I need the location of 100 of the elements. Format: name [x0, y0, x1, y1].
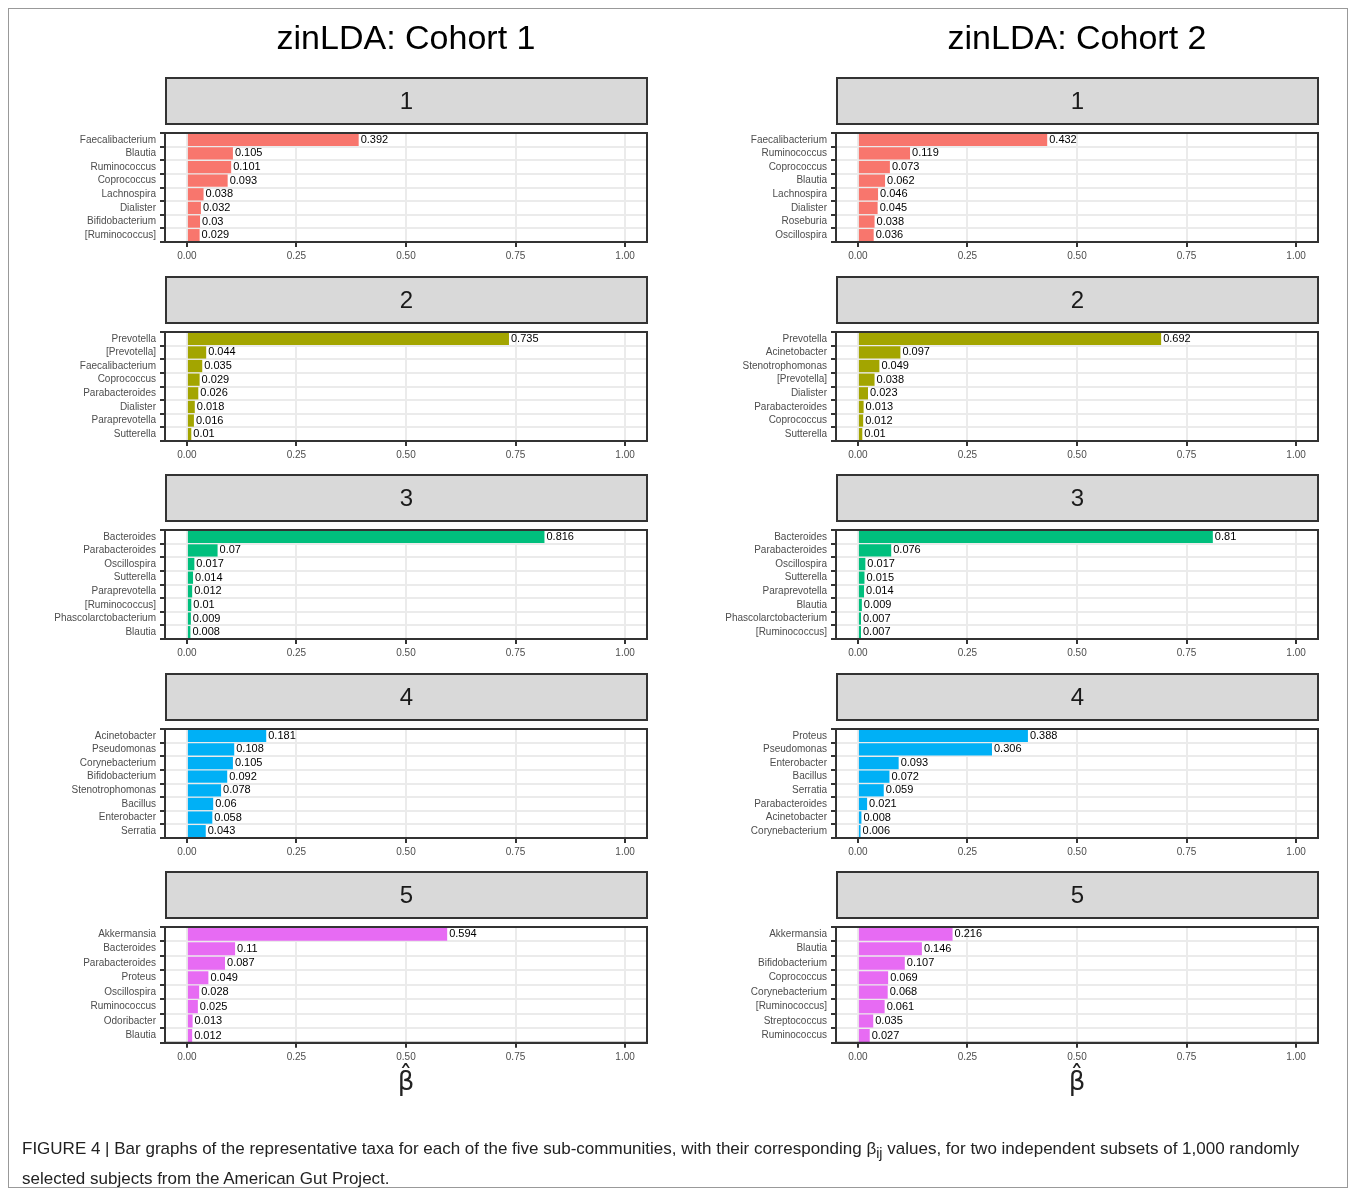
data-label: 0.043: [207, 823, 236, 836]
y-tick-label: Serratia: [120, 824, 157, 836]
y-tick-label: Acinetobacter: [765, 810, 828, 822]
y-tick-label: Akkermansia: [98, 927, 157, 939]
x-tick-label: 0.50: [1067, 249, 1088, 261]
y-tick-label: Akkermansia: [769, 927, 828, 939]
chart-title: 5: [165, 871, 648, 919]
data-label: 0.105: [234, 755, 263, 768]
data-label: 0.035: [204, 358, 232, 371]
data-label: 0.012: [194, 1028, 222, 1041]
data-label: 0.017: [867, 557, 895, 570]
y-tick-label: Corynebacterium: [750, 824, 827, 836]
data-label: 0.093: [900, 755, 929, 768]
data-label: 0.432: [1049, 132, 1077, 145]
chart-title: zinLDA: Cohort 2: [946, 18, 1208, 57]
y-tick-label: Dialister: [790, 386, 828, 398]
data-label: 0.046: [880, 187, 908, 200]
x-tick-label: 0.75: [505, 1050, 526, 1062]
y-tick-label: Lachnospira: [772, 188, 828, 200]
data-label: 0.01: [193, 426, 215, 439]
x-tick-label: 0.00: [848, 845, 869, 857]
data-label: 0.038: [876, 372, 905, 385]
y-tick-label: Proteus: [121, 971, 156, 983]
y-tick-label: Acinetobacter: [94, 729, 157, 741]
x-tick-label: 0.50: [396, 646, 417, 658]
x-tick-label: 1.00: [615, 845, 636, 857]
y-tick-label: Coprococcus: [768, 971, 827, 983]
x-tick-label: 0.00: [177, 249, 198, 261]
y-tick-label: Coprococcus: [768, 160, 827, 172]
data-label: 0.81: [1214, 529, 1237, 542]
y-tick-label: Enterobacter: [98, 810, 157, 822]
y-tick-label: Stenotrophomonas: [742, 359, 827, 371]
data-label: 0.03: [202, 214, 224, 227]
data-label: 0.049: [210, 970, 238, 983]
x-tick-label: 0.00: [848, 448, 869, 460]
y-tick-label: Blautia: [125, 1029, 157, 1041]
data-label: 0.014: [195, 570, 223, 583]
data-label: 0.594: [449, 927, 477, 940]
x-tick-label: 0.50: [396, 845, 417, 857]
data-label: 0.038: [876, 214, 905, 227]
y-tick-label: Parabacteroides: [754, 400, 827, 412]
x-tick-label: 0.75: [1176, 1050, 1197, 1062]
data-label: 0.062: [887, 173, 915, 186]
y-tick-label: Proteus: [792, 729, 827, 741]
y-tick-label: Prevotella: [111, 332, 157, 344]
data-label: 0.009: [863, 597, 892, 610]
data-label: 0.008: [192, 625, 220, 638]
x-tick-label: 1.00: [615, 646, 636, 658]
text: FIGURE 4 | Bar graphs of the representative taxa for each of the five sub-communities, with their corresponding β$_{ij}$ values, for two independent subsets of 1,000 randomly selected subjects from the American Gut Project.: [22, 1139, 1300, 1189]
data-label: 0.119: [912, 146, 939, 159]
y-tick-label: Phascolarctobacterium: [725, 612, 827, 624]
data-label: 0.036: [875, 228, 904, 241]
x-tick-label: 0.50: [396, 249, 417, 261]
data-label: 0.11: [237, 941, 258, 954]
y-tick-label: Bifidobacterium: [87, 215, 156, 227]
data-label: 0.012: [865, 413, 893, 426]
data-label: 0.392: [360, 132, 389, 145]
x-tick-label: 0.25: [286, 845, 307, 857]
data-label: 0.146: [923, 941, 952, 954]
x-tick-label: 0.75: [505, 845, 526, 857]
data-label: 0.068: [889, 985, 918, 998]
y-tick-label: Dialister: [119, 201, 157, 213]
y-tick-label: Bacillus: [121, 797, 156, 809]
y-tick-label: Oscillospira: [104, 557, 157, 569]
data-label: 0.029: [201, 372, 230, 385]
y-tick-label: Oscillospira: [775, 557, 828, 569]
y-tick-label: Roseburia: [781, 215, 828, 227]
y-tick-label: Coprococcus: [768, 413, 827, 425]
y-tick-label: Ruminococcus: [761, 1029, 827, 1041]
data-label: 0.108: [236, 741, 264, 754]
y-tick-label: Ruminococcus: [761, 147, 827, 159]
data-label: 0.093: [229, 173, 258, 186]
data-label: 0.049: [881, 358, 909, 371]
x-tick-label: 1.00: [1286, 448, 1307, 460]
data-label: 0.021: [869, 796, 897, 809]
x-tick-label: 0.75: [1176, 845, 1197, 857]
data-label: 0.023: [869, 385, 898, 398]
y-tick-label: Parabacteroides: [83, 386, 156, 398]
chart-title: 4: [165, 672, 648, 721]
data-label: 0.181: [268, 728, 296, 741]
y-tick-label: Parabacteroides: [754, 797, 827, 809]
y-tick-label: Faecalibacterium: [750, 133, 827, 145]
chart-subtitle: 1: [836, 77, 1319, 125]
data-label: 0.816: [546, 529, 574, 542]
data-label: 0.032: [202, 200, 231, 213]
y-tick-label: [Ruminococcus]: [84, 598, 157, 610]
x-tick-label: 1.00: [615, 448, 636, 460]
x-tick-label: 0.25: [286, 1050, 307, 1062]
x-tick-label: 0.50: [1067, 1050, 1088, 1062]
x-tick-label: 1.00: [615, 249, 636, 261]
data-label: 0.01: [193, 597, 215, 610]
x-tick-label: 0.75: [1176, 448, 1197, 460]
data-label: 0.073: [891, 160, 920, 173]
y-tick-label: Coprococcus: [97, 174, 156, 186]
y-tick-label: Acinetobacter: [765, 345, 828, 357]
y-tick-label: Sutterella: [113, 427, 157, 439]
x-tick-label: 0.00: [848, 1050, 869, 1062]
data-label: 0.025: [199, 999, 228, 1012]
chart-title: 3: [165, 474, 648, 522]
x-tick-label: 0.50: [396, 1050, 417, 1062]
